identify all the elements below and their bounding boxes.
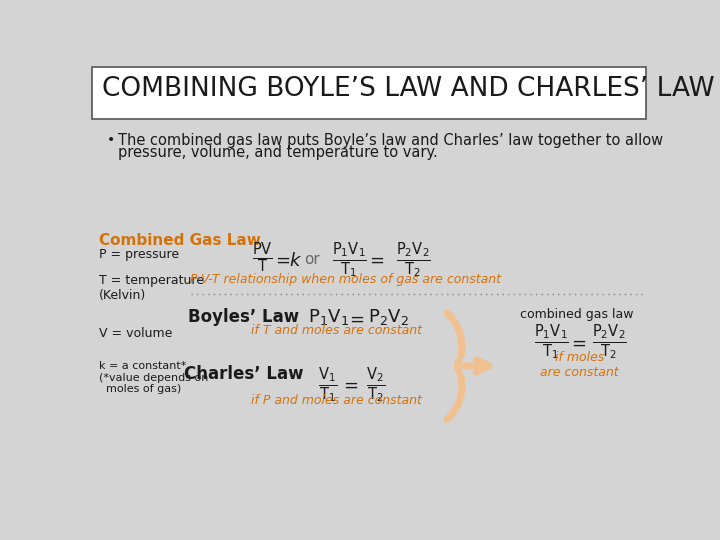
Text: $\mathsf{\frac{P_2V_2}{T_2}}$: $\mathsf{\frac{P_2V_2}{T_2}}$ — [592, 322, 626, 362]
Text: $\mathsf{\frac{P_1V_1}{T_1}}$: $\mathsf{\frac{P_1V_1}{T_1}}$ — [332, 240, 367, 280]
Text: V = volume: V = volume — [99, 327, 173, 340]
Text: k = a constant*
(*value depends on
  moles of gas): k = a constant* (*value depends on moles… — [99, 361, 209, 394]
Text: Combined Gas Law: Combined Gas Law — [99, 233, 261, 248]
Text: $\mathsf{\frac{V_2}{T_2}}$: $\mathsf{\frac{V_2}{T_2}}$ — [366, 365, 384, 404]
Text: if T and moles are constant: if T and moles are constant — [251, 323, 422, 336]
Text: if P and moles are constant: if P and moles are constant — [251, 394, 422, 407]
Text: =: = — [571, 334, 586, 352]
Text: combined gas law: combined gas law — [520, 308, 634, 321]
Text: $\mathsf{\frac{P_2V_2}{T_2}}$: $\mathsf{\frac{P_2V_2}{T_2}}$ — [397, 240, 431, 280]
Text: =: = — [369, 252, 384, 270]
Text: P = pressure: P = pressure — [99, 248, 179, 261]
Text: $\mathsf{\frac{V_1}{T_1}}$: $\mathsf{\frac{V_1}{T_1}}$ — [318, 365, 337, 404]
Text: COMBINING BOYLE’S LAW AND CHARLES’ LAW: COMBINING BOYLE’S LAW AND CHARLES’ LAW — [102, 76, 715, 102]
Text: $\mathsf{\frac{P_1V_1}{T_1}}$: $\mathsf{\frac{P_1V_1}{T_1}}$ — [534, 322, 570, 362]
Text: The combined gas law puts Boyle’s law and Charles’ law together to allow: The combined gas law puts Boyle’s law an… — [118, 132, 663, 147]
Text: =: = — [349, 310, 364, 328]
Text: pressure, volume, and temperature to vary.: pressure, volume, and temperature to var… — [118, 145, 438, 160]
Text: Charles’ Law: Charles’ Law — [184, 365, 303, 383]
FancyBboxPatch shape — [92, 67, 646, 119]
Text: $\mathit{k}$: $\mathit{k}$ — [289, 252, 302, 270]
Text: =: = — [343, 377, 358, 395]
Text: Boyles’ Law: Boyles’ Law — [188, 308, 299, 326]
Text: •: • — [107, 132, 115, 146]
Text: $\mathsf{\frac{PV}{T}}$: $\mathsf{\frac{PV}{T}}$ — [252, 240, 272, 275]
Text: $\mathsf{P_1V_1}$: $\mathsf{P_1V_1}$ — [308, 307, 349, 327]
Text: T = temperature
(Kelvin): T = temperature (Kelvin) — [99, 274, 204, 302]
Text: $\mathsf{P_2V_2}$: $\mathsf{P_2V_2}$ — [368, 307, 409, 327]
Text: or: or — [304, 252, 320, 267]
Text: P-V-T relationship when moles of gas are constant: P-V-T relationship when moles of gas are… — [190, 273, 501, 286]
Text: =: = — [275, 252, 289, 270]
FancyArrowPatch shape — [465, 360, 489, 372]
Text: if moles
are constant: if moles are constant — [541, 351, 619, 379]
